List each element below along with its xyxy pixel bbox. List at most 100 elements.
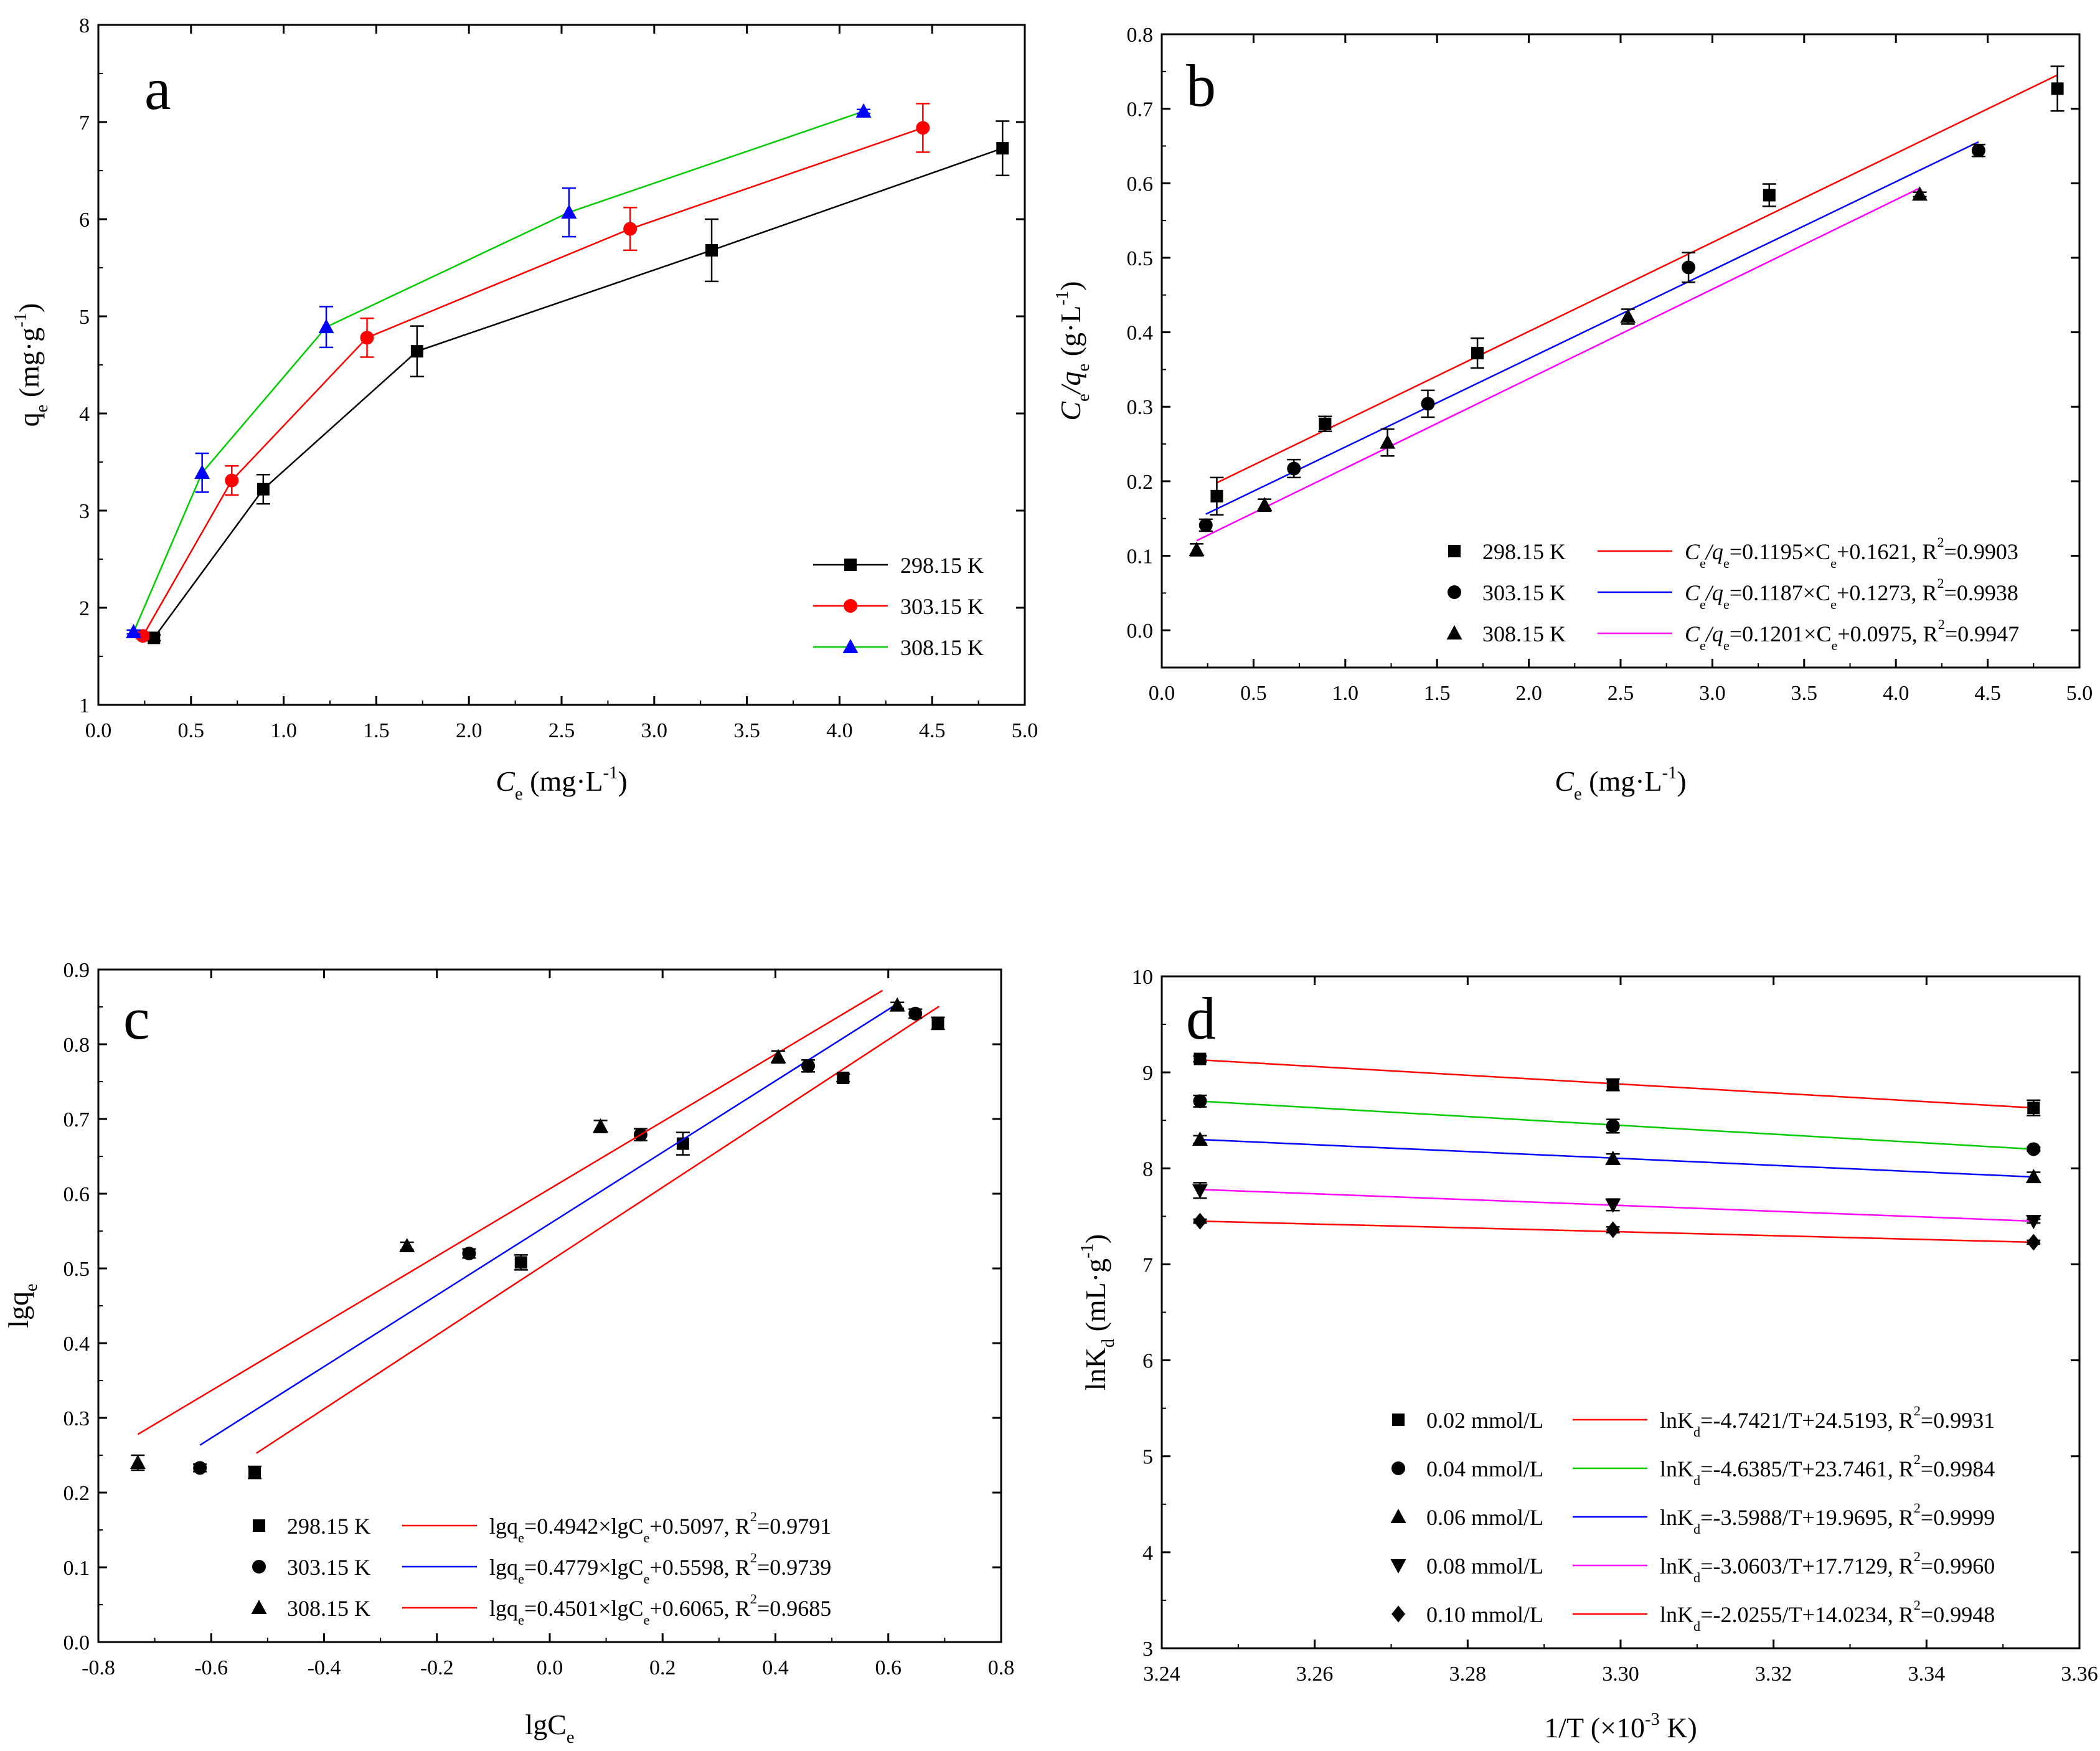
text-run: e bbox=[32, 405, 52, 413]
x-tick-label: 1.0 bbox=[1332, 682, 1359, 705]
text-run: e bbox=[518, 1530, 524, 1546]
text-run: -1 bbox=[11, 313, 31, 328]
panel-letter: a bbox=[144, 55, 171, 122]
y-axis-title: lnKd (mL·g-1) bbox=[1078, 1234, 1118, 1390]
text-run: e bbox=[22, 1283, 41, 1291]
legend-label: 298.15 K bbox=[287, 1514, 370, 1539]
legend-marker bbox=[1446, 625, 1462, 640]
y-tick-label: 0.2 bbox=[64, 1482, 90, 1505]
data-point bbox=[225, 473, 239, 488]
series-4 bbox=[1193, 1212, 2041, 1251]
text-run: +0.1621, R bbox=[1837, 539, 1937, 564]
legend-label: 308.15 K bbox=[1482, 621, 1566, 646]
y-tick-label: 0.0 bbox=[64, 1631, 90, 1654]
text-run: =0.9999 bbox=[1921, 1505, 1995, 1530]
legend-label: 0.06 mmol/L bbox=[1426, 1505, 1543, 1530]
text-run: lgq bbox=[489, 1555, 518, 1580]
series-0 bbox=[147, 120, 1010, 644]
data-point bbox=[1682, 260, 1696, 275]
legend-label: 0.08 mmol/L bbox=[1426, 1554, 1543, 1579]
x-tick-label: 3.0 bbox=[641, 719, 668, 742]
y-tick-label: 0.7 bbox=[1127, 98, 1154, 121]
data-point bbox=[889, 997, 905, 1012]
data-point bbox=[1421, 397, 1435, 411]
text-run: C bbox=[1555, 765, 1575, 797]
x-tick-label: 4.5 bbox=[1974, 682, 2001, 705]
data-point bbox=[1912, 186, 1928, 201]
legend-label: 303.15 K bbox=[900, 594, 984, 619]
data-point bbox=[1256, 497, 1273, 512]
data-point bbox=[194, 465, 210, 479]
plot-frame bbox=[1161, 975, 2081, 1650]
text-run: e bbox=[1074, 364, 1093, 372]
legend-marker bbox=[844, 559, 857, 571]
data-point bbox=[1210, 489, 1223, 503]
text-run: ) bbox=[618, 765, 627, 797]
legend: 0.02 mmol/L lnKd=-4.7421/T+24.5193, R2=0.… bbox=[1390, 1403, 1995, 1634]
text-run: =-4.7421/T+24.5193, R bbox=[1700, 1408, 1914, 1433]
data-point bbox=[399, 1238, 415, 1252]
text-run: lnK bbox=[1660, 1408, 1693, 1433]
text-run: (mg·L bbox=[523, 765, 603, 797]
fit-line bbox=[1205, 141, 1979, 515]
data-point bbox=[462, 1247, 476, 1260]
data-point bbox=[996, 142, 1009, 155]
fit-line bbox=[137, 989, 883, 1435]
legend-equation: lnKd=-4.6385/T+23.7461, R2=0.9984 bbox=[1660, 1451, 1995, 1488]
data-point bbox=[593, 1118, 609, 1133]
x-tick-label: 3.34 bbox=[1908, 1663, 1946, 1686]
text-run: e bbox=[644, 1571, 650, 1587]
y-tick-label: 9 bbox=[1142, 1062, 1153, 1085]
text-run: C bbox=[1685, 539, 1700, 564]
text-run: e bbox=[1700, 597, 1706, 612]
text-run: -1 bbox=[1662, 763, 1677, 783]
data-point bbox=[2027, 1142, 2041, 1156]
legend-marker bbox=[252, 1560, 266, 1574]
y-tick-label: 0.8 bbox=[1127, 24, 1154, 47]
text-run: =0.9739 bbox=[757, 1555, 831, 1580]
fit-line bbox=[256, 1006, 939, 1454]
text-run: e bbox=[1723, 597, 1730, 612]
legend: 298.15 K 303.15 K 308.15 K bbox=[813, 553, 984, 660]
y-tick-label: 0.9 bbox=[64, 959, 90, 982]
plot-frame bbox=[97, 968, 1002, 1643]
data-point bbox=[916, 121, 930, 135]
series-1 bbox=[136, 103, 930, 643]
data-point bbox=[514, 1256, 527, 1269]
text-run: =0.9685 bbox=[757, 1596, 831, 1621]
y-tick-label: 0.5 bbox=[1127, 247, 1154, 270]
y-tick-label: 0.1 bbox=[64, 1557, 90, 1580]
text-run: 2 bbox=[750, 1591, 757, 1607]
text-run: lgq bbox=[2, 1291, 34, 1328]
x-tick-label: 0.0 bbox=[85, 719, 112, 742]
text-run: e bbox=[518, 1612, 524, 1628]
data-point bbox=[2025, 1215, 2041, 1230]
series-0 bbox=[1210, 65, 2065, 516]
y-tick-label: 4 bbox=[79, 403, 90, 426]
legend-marker bbox=[251, 1600, 267, 1614]
legend-label: 0.04 mmol/L bbox=[1426, 1456, 1543, 1481]
y-tick-label: 0.4 bbox=[1127, 322, 1154, 345]
x-tick-label: 4.0 bbox=[1883, 682, 1909, 705]
text-run: (mL·g bbox=[1080, 1258, 1111, 1339]
y-tick-label: 6 bbox=[1142, 1350, 1153, 1373]
text-run: lnK bbox=[1660, 1456, 1693, 1481]
data-point bbox=[1605, 1150, 1621, 1165]
y-tick-label: 0.5 bbox=[64, 1258, 90, 1281]
text-run: 2 bbox=[1914, 1549, 1921, 1564]
data-point bbox=[257, 483, 270, 496]
text-run: lgC bbox=[525, 1709, 566, 1740]
legend-label: 308.15 K bbox=[900, 635, 984, 660]
text-run: /q bbox=[1055, 371, 1086, 395]
data-point bbox=[1606, 1119, 1620, 1133]
data-point bbox=[1192, 1131, 1208, 1146]
data-point bbox=[318, 319, 334, 334]
legend-marker bbox=[1391, 1461, 1405, 1475]
text-run: (mg·L bbox=[1582, 765, 1662, 797]
x-tick-label: 0.2 bbox=[649, 1656, 676, 1679]
x-tick-label: 1.0 bbox=[270, 719, 297, 742]
data-point bbox=[801, 1059, 816, 1073]
y-tick-label: 0.6 bbox=[1127, 172, 1154, 196]
text-run: =-2.0255/T+14.0234, R bbox=[1700, 1602, 1914, 1627]
